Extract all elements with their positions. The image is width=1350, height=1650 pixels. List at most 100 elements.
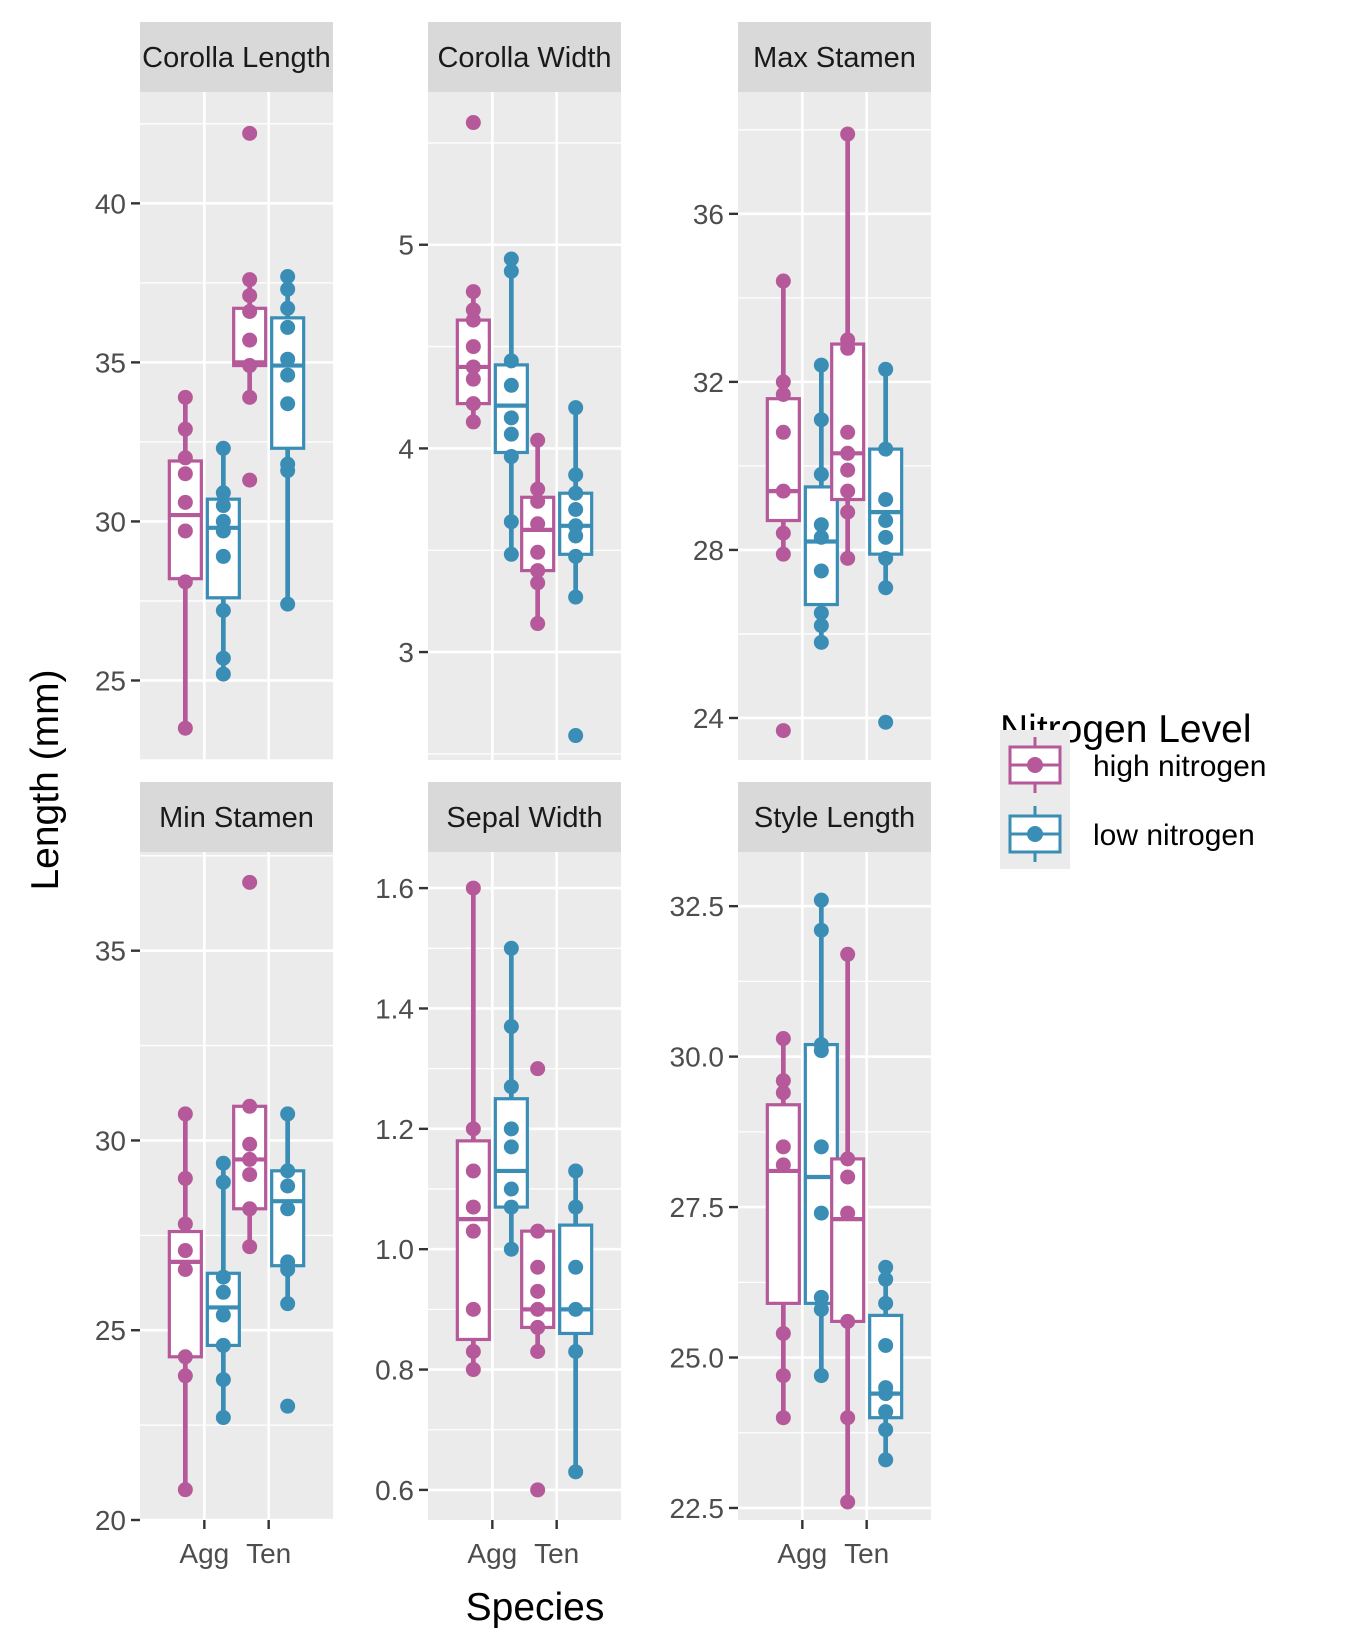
data-point	[503, 377, 519, 393]
panel-marks	[765, 892, 904, 1510]
y-tick-label: 0.6	[375, 1475, 414, 1506]
data-point	[530, 1319, 546, 1335]
data-point	[503, 1241, 519, 1257]
strip-background	[428, 22, 621, 92]
data-point	[242, 1151, 258, 1167]
data-point	[530, 493, 546, 509]
box	[830, 342, 866, 502]
data-point	[280, 1398, 296, 1414]
x-tick-label: Ten	[844, 1538, 889, 1569]
data-point	[215, 666, 231, 682]
data-point	[775, 723, 791, 739]
y-tick-label: 30	[95, 506, 126, 537]
data-point	[215, 513, 231, 529]
data-point	[530, 1301, 546, 1317]
data-point	[177, 1368, 193, 1384]
data-point	[813, 605, 829, 621]
data-point	[242, 358, 258, 374]
data-point	[503, 546, 519, 562]
x-tick-label: Agg	[467, 1538, 517, 1569]
legend-key-point	[1027, 826, 1043, 842]
data-point	[280, 1106, 296, 1122]
data-point	[465, 1163, 481, 1179]
data-point	[503, 514, 519, 530]
y-tick-label: 1.6	[375, 873, 414, 904]
data-point	[503, 1199, 519, 1215]
data-point	[530, 1223, 546, 1239]
data-point	[465, 1343, 481, 1359]
data-point	[465, 414, 481, 430]
data-point	[775, 546, 791, 562]
data-point	[215, 498, 231, 514]
data-point	[280, 300, 296, 316]
box	[868, 1313, 904, 1420]
data-point	[878, 492, 894, 508]
data-point	[465, 115, 481, 131]
data-point	[878, 580, 894, 596]
data-point	[177, 574, 193, 590]
data-point	[813, 1139, 829, 1155]
y-tick-label: 27.5	[670, 1192, 725, 1223]
data-point	[242, 1136, 258, 1152]
data-point	[840, 504, 856, 520]
data-point	[775, 1410, 791, 1426]
data-point	[568, 1259, 584, 1275]
data-point	[878, 1404, 894, 1420]
data-point	[775, 1031, 791, 1047]
data-point	[568, 1464, 584, 1480]
data-point	[177, 1243, 193, 1259]
y-axis-title: Length (mm)	[24, 669, 67, 890]
data-point	[813, 922, 829, 938]
data-point	[878, 1259, 894, 1275]
data-point	[530, 544, 546, 560]
y-tick-label: 1.4	[375, 993, 414, 1024]
data-point	[775, 483, 791, 499]
data-point	[878, 1380, 894, 1396]
data-point	[215, 1174, 231, 1190]
data-point	[215, 650, 231, 666]
data-point	[775, 386, 791, 402]
y-tick-label: 30	[95, 1125, 126, 1156]
data-point	[503, 449, 519, 465]
data-point	[840, 424, 856, 440]
data-point	[503, 1139, 519, 1155]
data-point	[530, 616, 546, 632]
legend-label: high nitrogen	[1093, 750, 1266, 783]
data-point	[503, 1079, 519, 1095]
data-point	[215, 1284, 231, 1300]
data-point	[878, 1452, 894, 1468]
y-tick-label: 25	[95, 665, 126, 696]
data-point	[878, 361, 894, 377]
data-point	[465, 1301, 481, 1317]
data-point	[215, 1372, 231, 1388]
data-point	[280, 268, 296, 284]
data-point	[530, 481, 546, 497]
data-point	[878, 1271, 894, 1287]
data-point	[242, 288, 258, 304]
data-point	[775, 424, 791, 440]
data-point	[280, 1296, 296, 1312]
data-point	[242, 874, 258, 890]
data-point	[840, 1410, 856, 1426]
data-point	[503, 426, 519, 442]
data-point	[177, 1106, 193, 1122]
data-point	[280, 1163, 296, 1179]
legend-label: low nitrogen	[1093, 819, 1255, 852]
data-point	[568, 502, 584, 517]
data-point	[280, 1178, 296, 1194]
data-point	[568, 400, 584, 416]
data-point	[840, 445, 856, 461]
data-point	[530, 1343, 546, 1359]
strip-background	[738, 22, 931, 92]
data-point	[215, 1307, 231, 1323]
strip-label: Style Length	[754, 802, 915, 834]
data-point	[280, 367, 296, 383]
legend-keys: high nitrogen low nitrogen	[1000, 730, 1266, 869]
data-point	[177, 421, 193, 437]
data-point	[177, 466, 193, 482]
data-point	[813, 1289, 829, 1305]
legend-key-point	[1027, 757, 1043, 773]
strip-label: Min Stamen	[159, 802, 314, 834]
data-point	[840, 1151, 856, 1167]
data-point	[530, 563, 546, 579]
